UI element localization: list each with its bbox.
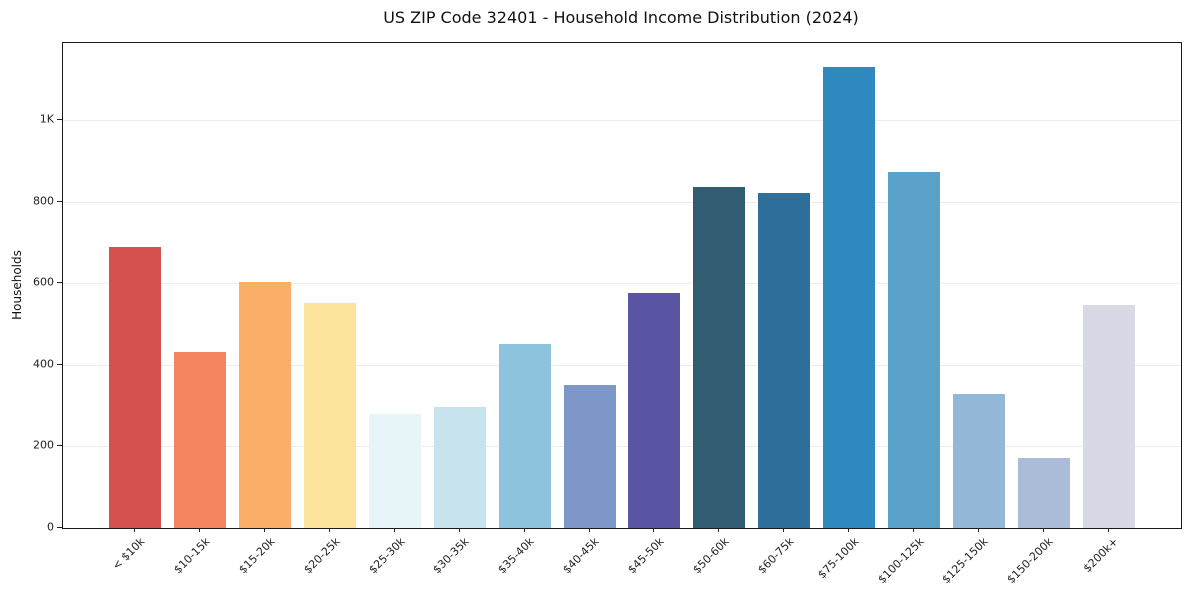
- bar: [1082, 305, 1135, 528]
- y-tick-label: 400: [33, 357, 54, 371]
- y-tick-mark: [57, 363, 62, 365]
- x-tick-mark: [393, 528, 395, 532]
- bar: [1017, 458, 1070, 528]
- x-tick-label: $30-35k: [430, 535, 473, 577]
- x-tick-label: $35-40k: [495, 535, 537, 577]
- x-tick-mark: [977, 528, 979, 532]
- x-tick-mark: [588, 528, 590, 532]
- bar: [952, 394, 1005, 528]
- x-tick-mark: [199, 528, 201, 532]
- x-tick-mark: [458, 528, 460, 532]
- x-tick-label: $75-100k: [815, 535, 862, 582]
- y-tick-mark: [57, 200, 62, 202]
- x-tick-label: $10-15k: [171, 535, 213, 577]
- x-tick-label: $150-200k: [1004, 535, 1056, 587]
- y-tick-mark: [57, 119, 62, 121]
- gridline: [63, 201, 1181, 203]
- x-tick-mark: [718, 528, 720, 532]
- y-tick-mark: [57, 445, 62, 447]
- x-tick-label: $50-60k: [690, 535, 732, 577]
- x-tick-label: $45-50k: [625, 535, 667, 577]
- x-tick-label: $40-45k: [560, 535, 602, 577]
- x-tick-mark: [783, 528, 785, 532]
- x-tick-mark: [1042, 528, 1044, 532]
- bar: [109, 246, 162, 528]
- x-tick-label: $25-30k: [365, 535, 408, 577]
- x-tick-mark: [1107, 528, 1109, 532]
- x-tick-mark: [523, 528, 525, 532]
- bar: [823, 67, 875, 528]
- bar: [758, 192, 811, 528]
- x-tick-label: $60-75k: [755, 535, 797, 577]
- gridline: [63, 120, 1181, 122]
- gridline: [63, 364, 1181, 366]
- bar: [239, 282, 292, 528]
- y-tick-label: 800: [33, 194, 54, 208]
- x-tick-label: $100-125k: [874, 535, 927, 587]
- gridline: [63, 283, 1181, 285]
- x-tick-mark: [912, 528, 914, 532]
- y-tick-mark: [57, 527, 62, 528]
- x-tick-mark: [329, 528, 331, 532]
- bar: [693, 186, 746, 528]
- y-tick-mark: [57, 282, 62, 284]
- bar: [628, 292, 681, 528]
- x-tick-label: $15-20k: [236, 535, 278, 577]
- x-tick-label: < $10k: [110, 535, 148, 573]
- bar: [368, 413, 421, 528]
- y-tick-label: 0: [47, 520, 54, 534]
- y-tick-label: 1K: [39, 112, 54, 126]
- x-tick-mark: [134, 528, 136, 532]
- x-tick-label: $200k+: [1080, 535, 1121, 576]
- gridline: [63, 446, 1181, 448]
- x-tick-mark: [653, 528, 655, 532]
- x-tick-mark: [264, 528, 266, 532]
- x-tick-mark: [848, 528, 850, 532]
- bar: [174, 351, 227, 528]
- x-tick-label: $125-150k: [939, 535, 992, 587]
- bar: [498, 344, 551, 528]
- y-tick-label: 200: [33, 438, 54, 452]
- bar: [304, 303, 356, 528]
- bar: [433, 407, 486, 528]
- bar: [887, 171, 940, 528]
- y-tick-label: 600: [33, 275, 54, 289]
- chart-title: US ZIP Code 32401 - Household Income Dis…: [383, 8, 859, 27]
- x-tick-label: $20-25k: [300, 535, 343, 577]
- bar: [563, 384, 616, 528]
- y-axis-label: Households: [10, 250, 24, 320]
- plot-area: [62, 42, 1182, 529]
